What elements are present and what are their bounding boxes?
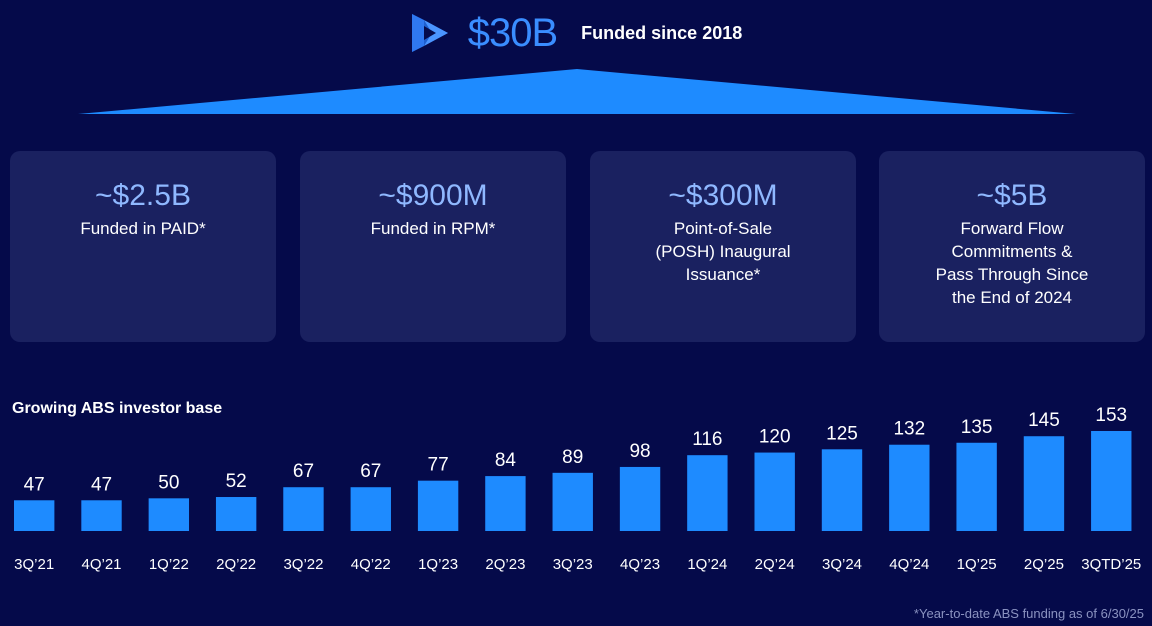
- bar-8: [552, 472, 593, 531]
- card-desc-line: (POSH) Inaugural: [655, 242, 791, 261]
- card-desc-line: Funded in RPM*: [370, 219, 496, 238]
- bar-value-label: 132: [893, 419, 925, 440]
- bar-value-label: 116: [692, 429, 722, 450]
- bar-value-label: 47: [24, 474, 45, 495]
- category-tick-label: 1Q’22: [149, 556, 189, 573]
- bar-value-label: 67: [293, 461, 314, 482]
- bar-6: [417, 480, 459, 531]
- bar-value-label: 77: [428, 455, 449, 476]
- bar-value-label: 135: [961, 417, 993, 438]
- card-forward-flow: ~$5B Forward Flow Commitments & Pass Thr…: [879, 151, 1145, 342]
- card-desc-line: Forward Flow: [960, 219, 1064, 238]
- card-value: ~$5B: [976, 179, 1048, 212]
- category-tick-label: 4Q’24: [889, 556, 929, 573]
- card-desc-line: Issuance*: [685, 265, 761, 284]
- category-tick-label: 2Q’22: [216, 556, 256, 573]
- category-tick-label: 2Q’23: [485, 556, 525, 573]
- header-triangle-shape: [78, 69, 1076, 114]
- card-value: ~$2.5B: [95, 179, 191, 212]
- category-tick-label: 1Q’24: [687, 556, 727, 573]
- category-tick-label: 1Q’23: [418, 556, 458, 573]
- bar-1: [81, 500, 122, 531]
- bar-4: [283, 487, 324, 531]
- card-description: Point-of-Sale (POSH) Inaugural Issuance*: [590, 217, 856, 286]
- bar-value-label: 153: [1095, 405, 1127, 426]
- bar-value-label: 89: [562, 447, 583, 468]
- card-desc-line: Point-of-Sale: [673, 219, 773, 238]
- header: $30B Funded since 2018: [0, 8, 1152, 58]
- bar-2: [148, 498, 190, 531]
- bar-value-label: 50: [158, 472, 179, 493]
- category-tick-label: 3Q’23: [553, 556, 593, 573]
- bar-value-label: 47: [91, 474, 112, 495]
- chart-title: Growing ABS investor base: [12, 400, 223, 417]
- total-funded-amount: $30B: [467, 10, 558, 55]
- card-description: Funded in RPM*: [300, 217, 566, 240]
- bar-0: [14, 500, 55, 531]
- bar-value-label: 67: [360, 461, 381, 482]
- card-posh: ~$300M Point-of-Sale (POSH) Inaugural Is…: [590, 151, 856, 342]
- bar-13: [889, 444, 930, 531]
- card-paid: ~$2.5B Funded in PAID*: [10, 151, 276, 342]
- card-rpm: ~$900M Funded in RPM*: [300, 151, 566, 342]
- bar-value-label: 52: [226, 471, 247, 492]
- bar-value-label: 84: [495, 450, 517, 471]
- bar-value-label: 145: [1028, 410, 1060, 431]
- card-value: ~$900M: [378, 179, 488, 212]
- category-tick-label: 4Q’22: [351, 556, 391, 573]
- bar-5: [350, 487, 391, 531]
- category-tick-label: 3Q’21: [14, 556, 54, 573]
- bar-14: [956, 442, 997, 531]
- play-triangle-logo-icon: [411, 14, 448, 52]
- bar-11: [754, 452, 795, 531]
- category-tick-label: 4Q’23: [620, 556, 660, 573]
- card-description: Funded in PAID*: [10, 217, 276, 240]
- total-funded-caption: Funded since 2018: [581, 22, 743, 43]
- investor-base-bar-chart: 47 3Q’21 47 4Q’21 50 1Q’22 52 2Q’22 67 3Q’22 67 4Q’…: [14, 405, 1141, 573]
- card-desc-line: Funded in PAID*: [80, 219, 206, 238]
- bar-7: [485, 476, 526, 531]
- category-tick-label: 4Q’21: [81, 556, 121, 573]
- bar-value-label: 125: [826, 423, 858, 444]
- bar-3: [215, 497, 257, 531]
- card-description: Forward Flow Commitments & Pass Through …: [879, 217, 1145, 309]
- category-tick-label: 3Q’22: [283, 556, 323, 573]
- category-tick-label: 3Q’24: [822, 556, 862, 573]
- bar-value-label: 98: [629, 441, 650, 462]
- bar-value-label: 120: [759, 427, 791, 448]
- card-desc-line: Commitments &: [951, 242, 1073, 261]
- category-tick-label: 2Q’25: [1024, 556, 1064, 573]
- bar-12: [821, 449, 863, 531]
- bar-9: [619, 466, 661, 531]
- card-value: ~$300M: [668, 179, 778, 212]
- footnote: *Year-to-date ABS funding as of 6/30/25: [913, 606, 1144, 621]
- bar-15: [1023, 436, 1065, 531]
- category-tick-label: 3QTD’25: [1081, 556, 1141, 573]
- bar-10: [687, 455, 728, 531]
- card-desc-line: Pass Through Since: [935, 265, 1089, 284]
- card-desc-line: the End of 2024: [951, 288, 1073, 307]
- bar-16: [1091, 431, 1132, 531]
- category-tick-label: 1Q’25: [957, 556, 997, 573]
- category-tick-label: 2Q’24: [755, 556, 795, 573]
